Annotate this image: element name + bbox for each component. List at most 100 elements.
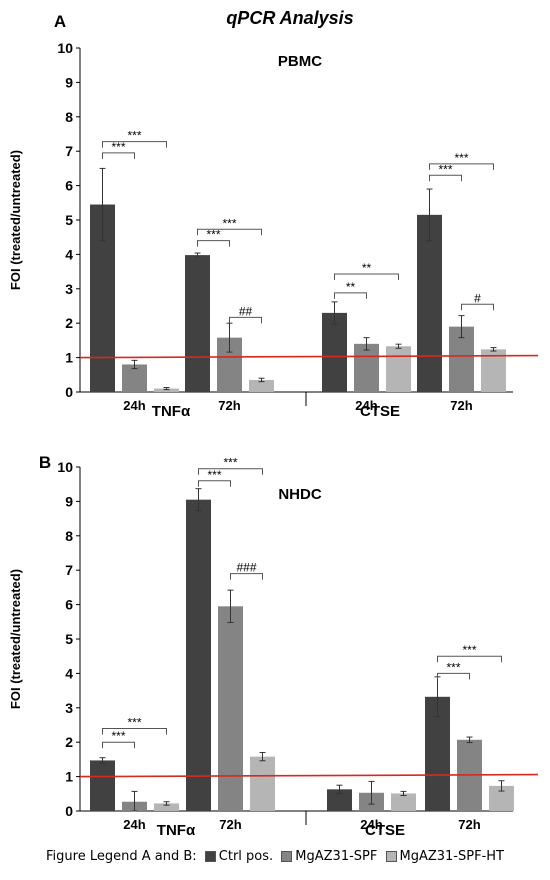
qpcr-figure: qPCR Analysis A PBMC FOI (treated/untreate… xyxy=(8,8,539,839)
x-tick-label-nhdc: 72h xyxy=(219,817,241,832)
bar-ctrl-pos-nhdc xyxy=(186,499,211,811)
significance-bracket-pbmc xyxy=(461,303,494,311)
legend-swatch-mgaz31-spf xyxy=(281,851,293,862)
y-tick-label-nhdc: 9 xyxy=(65,493,73,509)
significance-bracket-nhdc xyxy=(198,468,263,475)
reference-line-pbmc xyxy=(79,354,539,359)
panel-b-nhdc-chart: B NHDC FOI (treated/untreated) 0 1 2 3 4 5 6 7 8 9 10… xyxy=(8,453,539,839)
significance-label-nhdc: ### xyxy=(236,561,256,575)
significance-bracket-nhdc xyxy=(198,480,231,487)
x-tick-label-nhdc: 72h xyxy=(458,817,480,832)
y-tick-label-pbmc: 6 xyxy=(65,178,73,194)
y-tick-label-nhdc: 3 xyxy=(65,700,73,716)
bar-mgaz31-spf-ht-pbmc xyxy=(154,388,179,392)
significance-bracket-nhdc xyxy=(437,672,470,680)
y-tick-label-pbmc: 8 xyxy=(65,109,73,125)
significance-label-pbmc: ** xyxy=(362,261,372,275)
legend-item-mgaz31-spf: MgAZ31-SPF xyxy=(281,849,377,864)
bar-mgaz31-spf-ht-nhdc xyxy=(391,793,416,811)
y-tick-label-nhdc: 0 xyxy=(65,803,73,819)
y-tick-label-pbmc: 4 xyxy=(65,246,73,262)
x-tick-label-nhdc: 24h xyxy=(123,817,145,832)
legend-item-ctrl-pos: Ctrl pos. xyxy=(204,849,274,864)
legend-label-mgaz31-spf: MgAZ31-SPF xyxy=(295,849,378,864)
significance-label-pbmc: ## xyxy=(239,304,253,318)
bar-ctrl-pos-nhdc xyxy=(90,760,115,811)
y-tick-label-pbmc: 7 xyxy=(65,143,73,159)
significance-label-pbmc: *** xyxy=(438,162,452,176)
bar-mgaz31-spf-pbmc xyxy=(354,343,379,392)
significance-bracket-pbmc xyxy=(429,163,494,170)
y-tick-label-nhdc: 5 xyxy=(65,631,73,647)
panel-a-pbmc-chart: A PBMC FOI (treated/untreated) 0 1 2 3 4 5 6 7 8 9 10… xyxy=(8,12,539,420)
significance-bracket-pbmc xyxy=(197,228,262,236)
legend-item-mgaz31-spf-ht: MgAZ31-SPF-HT xyxy=(385,849,504,864)
bar-ctrl-pos-pbmc xyxy=(322,312,347,392)
significance-bracket-pbmc xyxy=(334,292,367,299)
gene-label-pbmc: TNFα xyxy=(152,403,191,420)
significance-bracket-pbmc xyxy=(334,273,399,281)
significance-bracket-pbmc xyxy=(102,141,167,148)
significance-bracket-nhdc xyxy=(437,655,502,663)
significance-label-nhdc: *** xyxy=(446,660,460,674)
significance-bracket-pbmc xyxy=(229,316,262,324)
bar-mgaz31-spf-nhdc xyxy=(218,606,243,811)
bar-mgaz31-spf-ht-pbmc xyxy=(386,346,411,392)
y-tick-label-pbmc: 3 xyxy=(65,281,73,297)
legend-prefix: Figure Legend A and B: xyxy=(46,849,197,864)
significance-label-pbmc: # xyxy=(474,291,481,305)
bar-mgaz31-spf-ht-pbmc xyxy=(249,379,274,392)
x-tick-label-pbmc: 24h xyxy=(355,398,377,413)
y-tick-label-pbmc: 10 xyxy=(57,40,73,56)
bar-ctrl-pos-pbmc xyxy=(417,214,442,392)
y-tick-label-pbmc: 2 xyxy=(65,315,73,331)
bar-ctrl-pos-pbmc xyxy=(185,255,210,392)
bar-mgaz31-spf-ht-nhdc xyxy=(154,803,179,811)
significance-bracket-pbmc xyxy=(429,174,462,182)
panel-title-nhdc: NHDC xyxy=(278,486,321,503)
y-tick-label-nhdc: 2 xyxy=(65,734,73,750)
y-tick-label-pbmc: 9 xyxy=(65,74,73,90)
significance-bracket-pbmc xyxy=(197,240,230,247)
bar-ctrl-pos-nhdc xyxy=(327,789,352,811)
x-tick-label-pbmc: 72h xyxy=(218,398,240,413)
x-tick-label-pbmc: 24h xyxy=(123,398,145,413)
significance-label-pbmc: *** xyxy=(454,151,468,165)
panel-title-pbmc: PBMC xyxy=(278,53,322,70)
y-axis-label-pbmc: FOI (treated/untreated) xyxy=(8,150,23,290)
figure-title: qPCR Analysis xyxy=(226,8,353,28)
x-tick-label-nhdc: 24h xyxy=(360,817,382,832)
y-tick-label-pbmc: 1 xyxy=(65,350,73,366)
significance-label-pbmc: *** xyxy=(111,140,125,154)
y-tick-label-nhdc: 8 xyxy=(65,528,73,544)
y-tick-label-nhdc: 1 xyxy=(65,769,73,785)
significance-label-nhdc: *** xyxy=(462,643,476,657)
y-tick-label-nhdc: 4 xyxy=(65,665,73,681)
significance-label-nhdc: *** xyxy=(111,729,125,743)
x-tick-label-pbmc: 72h xyxy=(450,398,472,413)
y-axis-label-nhdc: FOI (treated/untreated) xyxy=(8,569,23,709)
y-tick-label-nhdc: 7 xyxy=(65,562,73,578)
significance-label-pbmc: *** xyxy=(127,129,141,143)
gene-label-nhdc: CTSE xyxy=(365,822,405,839)
y-tick-label-pbmc: 5 xyxy=(65,212,73,228)
y-tick-label-pbmc: 0 xyxy=(65,384,73,400)
significance-label-nhdc: *** xyxy=(223,456,237,470)
significance-label-pbmc: ** xyxy=(346,280,356,294)
significance-label-pbmc: *** xyxy=(206,228,220,242)
legend-label-ctrl-pos: Ctrl pos. xyxy=(218,849,274,864)
gene-label-pbmc: CTSE xyxy=(360,403,400,420)
significance-bracket-nhdc xyxy=(230,573,263,580)
bar-mgaz31-spf-ht-nhdc xyxy=(250,756,275,811)
gene-label-nhdc: TNFα xyxy=(157,822,196,839)
y-tick-label-nhdc: 10 xyxy=(57,459,73,475)
significance-label-pbmc: *** xyxy=(222,216,236,230)
figure-legend: Figure Legend A and B: Ctrl pos. MgAZ31-… xyxy=(0,849,550,864)
significance-label-nhdc: *** xyxy=(127,715,141,729)
legend-label-mgaz31-spf-ht: MgAZ31-SPF-HT xyxy=(399,849,504,864)
significance-bracket-nhdc xyxy=(102,741,135,749)
legend-swatch-ctrl-pos xyxy=(204,851,216,862)
significance-bracket-pbmc xyxy=(102,152,135,159)
significance-label-nhdc: *** xyxy=(207,468,221,482)
y-tick-label-nhdc: 6 xyxy=(65,597,73,613)
